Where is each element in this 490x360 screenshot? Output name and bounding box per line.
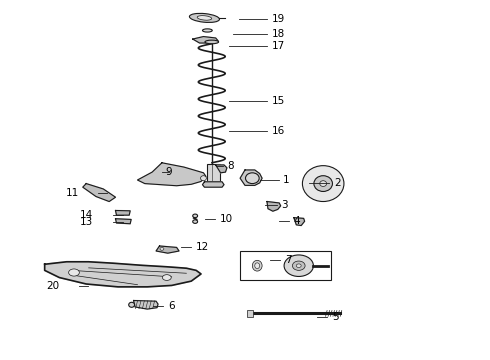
Ellipse shape: [255, 263, 260, 269]
Bar: [240, 251, 331, 280]
Ellipse shape: [197, 15, 212, 20]
Ellipse shape: [193, 220, 197, 224]
Text: 2: 2: [334, 178, 341, 188]
Text: 10: 10: [220, 214, 233, 224]
Ellipse shape: [160, 247, 164, 250]
Text: 9: 9: [166, 167, 172, 177]
Bar: [247, 310, 253, 317]
Polygon shape: [45, 262, 201, 287]
Text: 19: 19: [272, 14, 285, 24]
Ellipse shape: [293, 261, 305, 270]
Ellipse shape: [69, 269, 79, 276]
Polygon shape: [83, 184, 116, 202]
Ellipse shape: [284, 255, 314, 276]
Polygon shape: [116, 211, 130, 215]
Ellipse shape: [193, 214, 197, 218]
Text: 13: 13: [80, 217, 94, 227]
Polygon shape: [216, 165, 227, 173]
Ellipse shape: [190, 13, 220, 22]
Polygon shape: [134, 301, 158, 309]
Text: 14: 14: [80, 210, 94, 220]
Text: 20: 20: [46, 281, 59, 291]
Text: 15: 15: [272, 96, 285, 106]
Text: 17: 17: [272, 41, 285, 51]
Text: 5: 5: [332, 312, 339, 322]
Text: 3: 3: [282, 200, 288, 210]
Text: 7: 7: [285, 255, 292, 265]
Bar: [207, 163, 220, 182]
Polygon shape: [240, 170, 262, 185]
Text: 6: 6: [168, 301, 174, 311]
Text: 8: 8: [227, 161, 234, 171]
Ellipse shape: [245, 173, 259, 184]
Polygon shape: [202, 182, 224, 187]
Polygon shape: [138, 163, 206, 186]
Ellipse shape: [129, 302, 135, 307]
Ellipse shape: [205, 40, 219, 44]
Text: 11: 11: [66, 188, 79, 198]
Polygon shape: [267, 202, 281, 211]
Ellipse shape: [302, 166, 344, 202]
Text: 1: 1: [283, 175, 290, 185]
Ellipse shape: [200, 176, 206, 181]
Ellipse shape: [162, 275, 171, 280]
Text: 18: 18: [272, 30, 285, 39]
Ellipse shape: [320, 181, 327, 186]
Polygon shape: [156, 246, 179, 253]
Text: 12: 12: [196, 242, 209, 252]
Ellipse shape: [296, 264, 301, 267]
Ellipse shape: [314, 176, 332, 192]
Ellipse shape: [202, 29, 212, 32]
Ellipse shape: [252, 260, 262, 271]
Text: 16: 16: [272, 126, 285, 136]
Polygon shape: [116, 219, 131, 224]
Polygon shape: [193, 37, 218, 43]
Text: 4: 4: [294, 216, 300, 226]
Polygon shape: [294, 218, 305, 226]
